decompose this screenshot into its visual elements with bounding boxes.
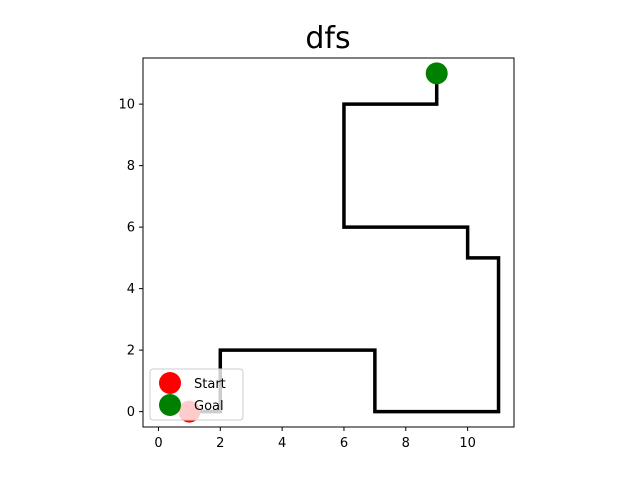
legend-marker xyxy=(159,394,181,416)
legend-label: Start xyxy=(194,377,226,392)
x-tick-label: 4 xyxy=(278,436,286,451)
dfs-path xyxy=(189,73,501,414)
x-tick-label: 8 xyxy=(402,436,410,451)
y-tick-label: 10 xyxy=(118,98,135,113)
x-tick-label: 10 xyxy=(459,436,476,451)
y-tick-label: 4 xyxy=(127,282,135,297)
legend-label: Goal xyxy=(194,399,224,414)
axes-frame xyxy=(142,57,515,428)
y-tick-label: 6 xyxy=(127,221,135,236)
chart-title: dfs xyxy=(305,21,350,56)
y-tick-label: 2 xyxy=(127,344,135,359)
goal-marker xyxy=(425,62,448,85)
y-tick-label: 0 xyxy=(127,405,135,420)
axis-ticks: 0 2 4 6 8 10 0 2 4 6 8 10 xyxy=(118,98,475,451)
x-tick-label: 2 xyxy=(216,436,224,451)
legend: Start Goal xyxy=(149,368,244,421)
legend-marker xyxy=(159,372,181,394)
x-tick-label: 0 xyxy=(154,436,162,451)
dfs-path-line xyxy=(189,73,501,414)
x-tick-label: 6 xyxy=(340,436,348,451)
y-tick-label: 8 xyxy=(127,159,135,174)
